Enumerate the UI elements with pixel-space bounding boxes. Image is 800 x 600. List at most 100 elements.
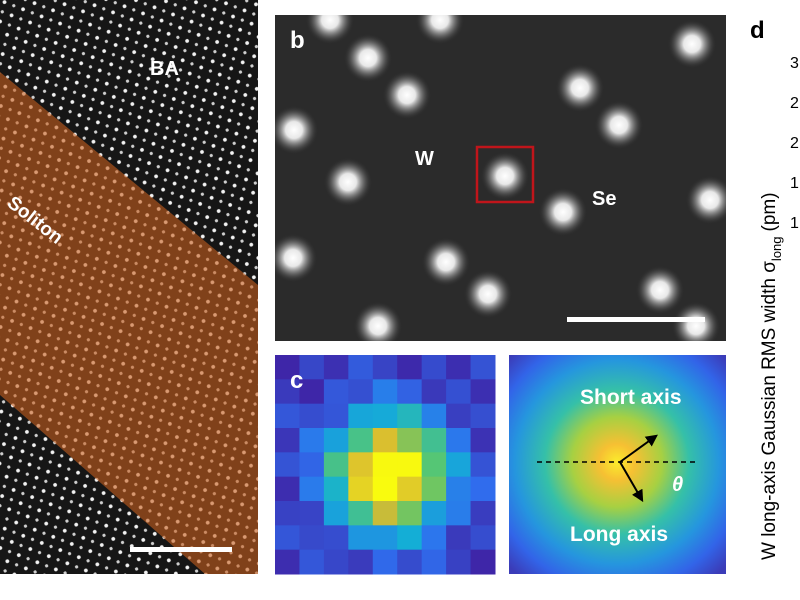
heat-cell [421, 501, 447, 526]
y-tick-label: 1 [790, 175, 799, 192]
heat-cell [397, 501, 423, 526]
heat-cell [348, 452, 374, 478]
heat-cell [348, 525, 374, 551]
atom-spot [539, 188, 587, 236]
panel-d: d W long-axis Gaussian RMS width σlong (p… [750, 17, 799, 560]
heat-cell [470, 476, 496, 502]
heat-cell [275, 549, 300, 575]
heat-cell [323, 501, 349, 526]
y-axis-label: W long-axis Gaussian RMS width σlong (pm) [759, 192, 784, 560]
heat-cell [323, 355, 349, 380]
heat-cell [372, 355, 398, 380]
heat-cell [446, 452, 472, 478]
angle-label: θ [672, 474, 683, 496]
heat-cell [470, 525, 496, 551]
heat-cell [397, 355, 423, 380]
heat-cell [275, 476, 300, 502]
scale-bar [567, 317, 705, 322]
heat-cell [275, 355, 300, 380]
heat-cell [275, 428, 300, 453]
atom-spot [324, 158, 372, 206]
label-text: W long-axis Gaussian RMS width σ [759, 261, 780, 560]
y-tick-label: 2 [790, 95, 799, 112]
atom-spot [422, 238, 470, 286]
heat-cell [299, 403, 325, 429]
heat-cell [348, 379, 374, 405]
heat-cell [397, 452, 423, 478]
heat-cell [299, 379, 325, 405]
atom-spot [383, 71, 431, 119]
heat-cell [470, 549, 496, 575]
heat-cell [299, 501, 325, 526]
heat-cell [372, 525, 398, 551]
heat-cell [470, 355, 496, 380]
heat-cell [323, 428, 349, 453]
atom-spot [672, 302, 720, 341]
heat-cell [470, 452, 496, 478]
atom-spot [275, 106, 318, 154]
heat-cell [299, 428, 325, 453]
heat-cell [275, 452, 300, 478]
panel-c: c Short axis θ Long axis [275, 355, 726, 575]
atom-spot [556, 64, 604, 112]
selection-box [475, 145, 535, 204]
axis-arrow [619, 461, 644, 503]
heat-cell [348, 428, 374, 453]
heat-cell [299, 549, 325, 575]
heat-cell [372, 452, 398, 478]
heat-cell [397, 403, 423, 429]
atom-spot [354, 302, 402, 341]
atom-label: Se [592, 188, 616, 210]
atom-spot [344, 34, 392, 82]
heat-cell [348, 403, 374, 429]
heat-cell [397, 525, 423, 551]
y-tick-label: 1 [790, 215, 799, 232]
atom-spot [595, 101, 643, 149]
heat-cell [470, 403, 496, 429]
heat-cell [275, 501, 300, 526]
heat-cell [372, 403, 398, 429]
heat-cell [446, 355, 472, 380]
heat-cell [323, 525, 349, 551]
heat-cell [446, 428, 472, 453]
heat-cell [323, 476, 349, 502]
heat-cell [299, 476, 325, 502]
panel-label: b [290, 27, 305, 54]
heat-cell [470, 379, 496, 405]
heat-cell [299, 355, 325, 380]
heat-cell [470, 501, 496, 526]
heat-cell [348, 355, 374, 380]
heat-cell [323, 379, 349, 405]
heat-cell [299, 525, 325, 551]
heat-cell [372, 379, 398, 405]
atom-spot [481, 152, 529, 200]
heat-cell [348, 476, 374, 502]
heat-cell [323, 549, 349, 575]
heat-cell [348, 549, 374, 575]
heat-cell [446, 549, 472, 575]
heat-cell [372, 501, 398, 526]
atom-label: W [415, 148, 434, 170]
heat-cell [275, 379, 300, 405]
heat-cell [275, 403, 300, 429]
heat-cell [421, 452, 447, 478]
heat-cell [446, 525, 472, 551]
panel-a: BA Soliton [0, 0, 258, 574]
panel-label: c [290, 367, 303, 394]
atom-spot [416, 15, 464, 44]
scale-bar [130, 547, 232, 552]
heat-cell [421, 379, 447, 405]
label-unit: (pm) [759, 192, 780, 231]
axis-label: Short axis [580, 386, 682, 409]
heat-cell [421, 549, 447, 575]
heat-cell [446, 379, 472, 405]
atom-spot [464, 270, 512, 318]
axis-arrow [619, 434, 658, 463]
heat-cell [421, 525, 447, 551]
heat-cell [397, 549, 423, 575]
atom-spot [275, 234, 317, 282]
soliton-band [0, 72, 258, 574]
gaussian-fit [509, 355, 726, 574]
heat-cell [470, 428, 496, 453]
